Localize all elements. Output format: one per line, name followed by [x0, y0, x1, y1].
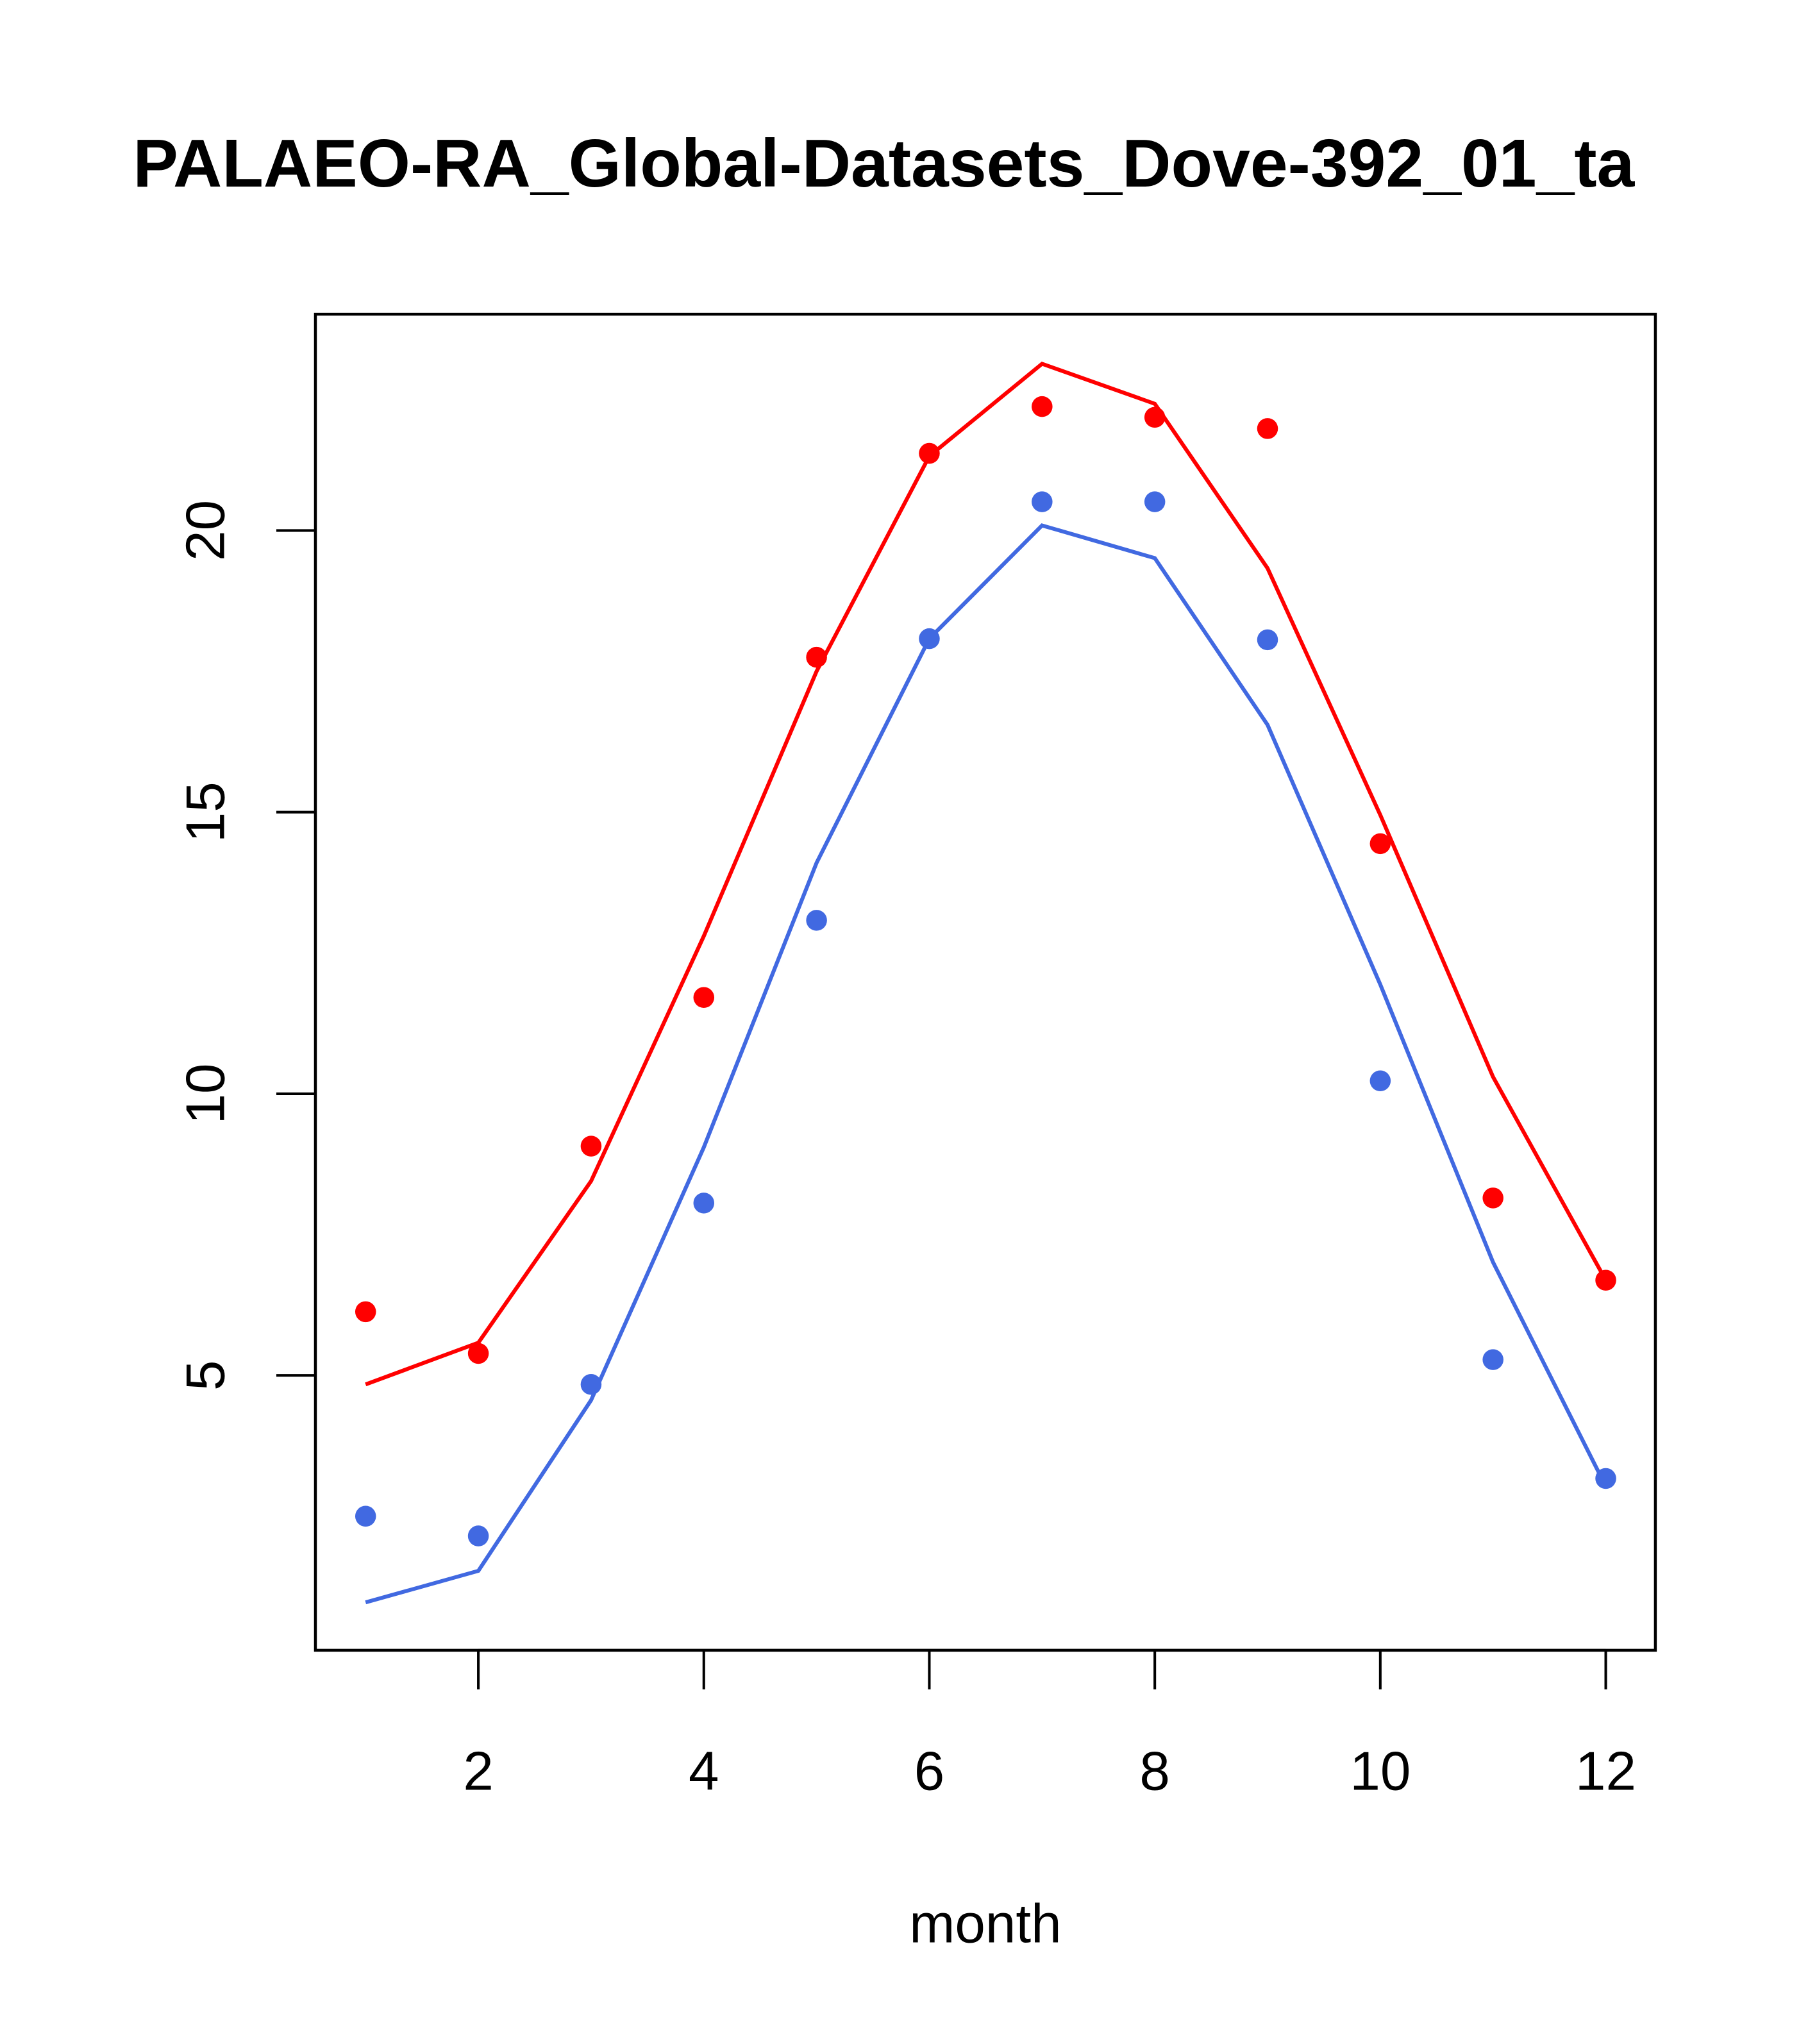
red-points-point	[467, 1343, 489, 1364]
blue-points-point	[1369, 1070, 1391, 1091]
red-points-point	[580, 1135, 602, 1157]
blue-points-point	[1144, 491, 1166, 512]
red-points-point	[693, 987, 715, 1008]
x-tick-label: 2	[463, 1741, 493, 1802]
red-points-point	[1482, 1187, 1503, 1209]
red-points-point	[355, 1301, 376, 1323]
y-tick-label: 15	[176, 782, 237, 842]
red-points-point	[1144, 406, 1166, 428]
x-tick-label: 8	[1139, 1741, 1169, 1802]
x-tick-label: 12	[1575, 1741, 1636, 1802]
red-points-point	[1369, 833, 1391, 855]
x-tick-label: 6	[914, 1741, 944, 1802]
blue-points-point	[806, 910, 827, 931]
blue-points-point	[467, 1525, 489, 1546]
x-axis-label: month	[909, 1893, 1061, 1954]
blue-points-point	[1257, 629, 1278, 651]
red-points-point	[806, 646, 827, 668]
red-points-point	[919, 442, 940, 464]
blue-points-point	[1595, 1468, 1616, 1489]
blue-points-point	[1482, 1349, 1503, 1370]
red-points-point	[1032, 396, 1053, 417]
y-tick-label: 20	[176, 500, 237, 561]
blue-points-point	[580, 1373, 602, 1395]
series-layer	[355, 361, 1616, 1605]
blue-points-point	[1032, 491, 1053, 512]
y-tick-label: 10	[176, 1063, 237, 1124]
blue-points-point	[693, 1193, 715, 1214]
blue-points-point	[919, 628, 940, 649]
x-tick-label: 10	[1350, 1741, 1411, 1802]
red-line	[365, 361, 1608, 1387]
red-points-point	[1257, 418, 1278, 439]
x-axis: 2 4 6 8 10 12	[463, 1648, 1636, 1802]
blue-line	[365, 523, 1608, 1605]
blue-points-point	[355, 1505, 376, 1527]
y-tick-label: 5	[176, 1360, 237, 1390]
chart-title: PALAEO-RA_Global-Datasets_Dove-392_01_ta	[133, 126, 1635, 201]
x-tick-label: 4	[689, 1741, 719, 1802]
y-axis: 5 10 15 20	[176, 500, 317, 1391]
red-points-point	[1595, 1269, 1616, 1291]
